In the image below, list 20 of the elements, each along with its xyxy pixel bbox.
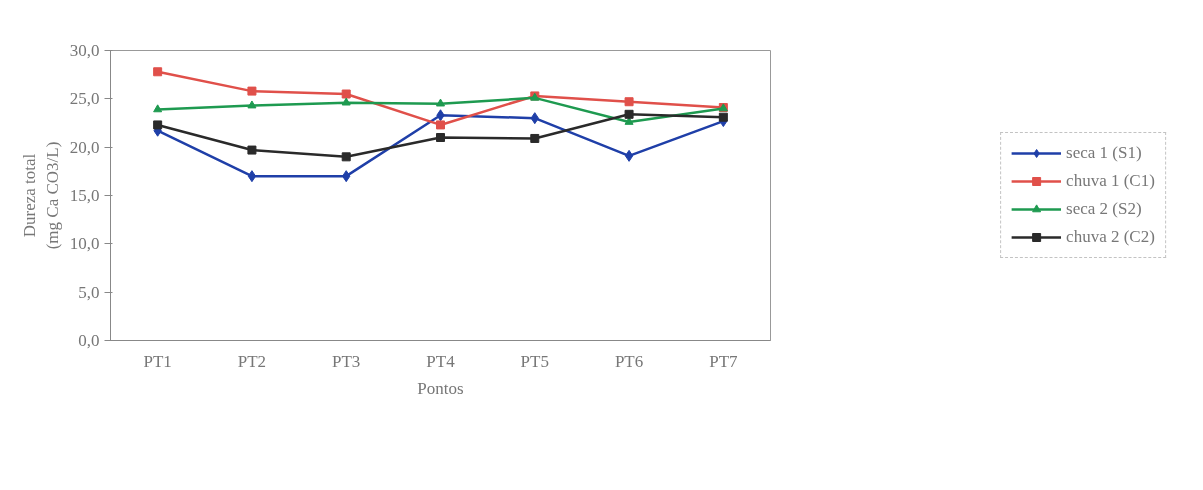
x-tick-label: PT6	[614, 351, 644, 371]
x-tick-label: PT7	[709, 351, 739, 371]
x-tick-label: PT3	[332, 351, 361, 371]
x-tick-label: PT5	[520, 351, 549, 371]
y-tick-label: 30,0	[69, 41, 100, 60]
y-tick-label: 5,0	[78, 282, 100, 302]
legend-label: chuva 2 (C2)	[1066, 227, 1155, 247]
x-axis-title: Pontos	[417, 378, 464, 398]
y-tick-label: 20,0	[69, 137, 100, 157]
y-tick-label: 0,0	[78, 331, 100, 350]
legend-label: chuva 1 (C1)	[1066, 171, 1155, 191]
y-tick-label: 10,0	[69, 234, 100, 254]
y-tick-label: 25,0	[69, 89, 100, 109]
y-tick-label: 15,0	[69, 186, 100, 205]
x-tick-label: PT4	[426, 351, 456, 371]
x-tick-label: PT1	[143, 351, 172, 371]
y-axis-title: Dureza total (mg Ca CO3/L)	[19, 141, 62, 250]
x-tick-label: PT2	[237, 351, 267, 371]
legend-label: seca 2 (S2)	[1066, 199, 1142, 219]
legend-label: seca 1 (S1)	[1066, 143, 1142, 163]
